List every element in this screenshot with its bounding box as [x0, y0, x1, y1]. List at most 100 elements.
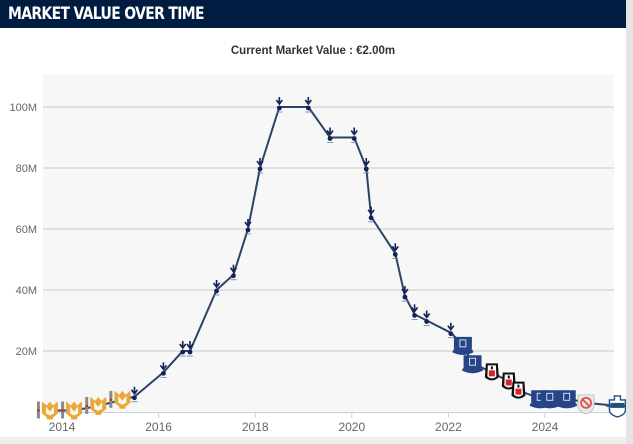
spurs-crest-marker	[179, 341, 187, 357]
crest-wreath-icon	[556, 402, 578, 409]
x-tick-label: 2024	[532, 420, 559, 434]
ball-icon	[276, 105, 282, 111]
ball-icon	[257, 166, 263, 172]
crest-flag-icon	[505, 379, 512, 386]
spurs-crest-marker	[362, 158, 370, 174]
x-tick-label: 2018	[242, 420, 269, 434]
cockerel-icon	[244, 219, 252, 228]
ball-icon	[161, 370, 166, 376]
plot-background	[43, 74, 614, 412]
crest-stripe-icon	[507, 375, 510, 379]
ball-icon	[305, 105, 311, 111]
x-tick-label: 2020	[338, 420, 365, 434]
mk_dons-crest-marker	[109, 390, 131, 409]
everton-crest-marker	[452, 336, 474, 355]
crest-wreath-icon	[461, 367, 484, 374]
mk-dons-crest-icon	[90, 396, 107, 415]
cockerel-icon	[229, 264, 238, 274]
cockerel-icon	[326, 127, 334, 136]
page-scrollbar[interactable]	[626, 0, 633, 444]
prohibited-icon	[580, 396, 592, 409]
mk_dons-crest-marker	[61, 401, 83, 420]
cockerel-icon	[423, 310, 431, 319]
everton-crest-icon	[557, 390, 576, 409]
cockerel-icon	[179, 341, 187, 350]
ball-icon	[327, 136, 333, 141]
spurs-crest-marker	[350, 127, 358, 143]
spurs-crest-marker	[391, 243, 399, 259]
ball-icon	[363, 166, 369, 172]
cockerel-icon	[130, 386, 139, 396]
crest-banner-icon	[610, 402, 625, 408]
crest-inner-icon	[45, 406, 54, 416]
spurs-crest-marker	[186, 341, 194, 357]
everton-crest-icon	[453, 336, 472, 355]
cockerel-icon	[362, 158, 370, 167]
ball-icon	[402, 294, 408, 300]
spurs-crest-marker	[447, 322, 455, 339]
cockerel-icon	[410, 304, 419, 313]
ball-icon	[412, 313, 417, 318]
mk_dons-crest-marker	[85, 396, 107, 415]
cockerel-icon	[186, 341, 194, 350]
mk-dons-crest-icon	[114, 390, 131, 409]
x-axis: 2014 2016 2018 2020 2022 2024	[43, 412, 614, 434]
cockerel-icon	[391, 243, 399, 252]
cockerel-icon	[256, 158, 264, 167]
sponsor-dot-icon	[109, 398, 113, 402]
prohibited-slash-icon	[581, 398, 591, 407]
cockerel-icon	[350, 127, 358, 136]
x-tick-label: 2014	[49, 420, 76, 434]
crest-inner-icon	[118, 395, 127, 405]
crest-stripe-icon	[490, 366, 493, 370]
cockerel-icon	[212, 280, 221, 289]
spurs-crest-marker	[410, 304, 419, 320]
ball-icon	[187, 349, 193, 355]
section-title: MARKET VALUE OVER TIME	[8, 4, 204, 24]
spurs-crest-marker	[423, 310, 431, 326]
mk_dons-crest-marker	[36, 401, 58, 420]
crest-inner-icon	[94, 401, 103, 411]
everton-crest-icon	[463, 355, 482, 374]
market-value-chart: 2014 2016 2018 2020 2022 2024 20M 40M 60M 80M 100…	[9, 74, 626, 434]
y-tick-label: 20M	[16, 346, 37, 358]
spurs-crest-marker	[275, 97, 283, 113]
spurs-crest-marker	[212, 280, 221, 296]
mk-dons-crest-icon	[66, 401, 83, 420]
section-header: MARKET VALUE OVER TIME	[0, 0, 626, 28]
mk-dons-crest-icon	[41, 401, 58, 420]
spurs-crest-marker	[367, 206, 375, 223]
y-tick-label: 60M	[16, 224, 37, 236]
crest-flag-icon	[515, 388, 522, 395]
sponsor-dot-icon	[61, 409, 64, 412]
tower-icon	[563, 392, 571, 401]
crest-wreath-icon	[452, 349, 474, 355]
sponsor-dot-icon	[85, 404, 89, 408]
x-tick-label: 2022	[435, 420, 462, 434]
grid-lines	[43, 106, 614, 352]
sponsor-dot-icon	[37, 409, 40, 412]
besiktas-crest-marker	[484, 363, 499, 381]
crest-flag-icon	[488, 370, 495, 377]
spurs-crest-marker	[159, 362, 168, 378]
como-crest-marker	[606, 395, 626, 418]
everton-crest-icon	[540, 390, 559, 409]
tower-icon	[459, 339, 467, 348]
ball-icon	[180, 349, 186, 355]
everton-crest-marker	[461, 355, 484, 374]
ball-icon	[231, 273, 236, 279]
ball-icon	[368, 215, 374, 221]
cockerel-icon	[275, 97, 283, 106]
ball-icon	[424, 319, 430, 324]
ball-icon	[245, 227, 251, 233]
club-markers	[36, 97, 626, 420]
tower-icon	[469, 357, 476, 366]
spurs-crest-marker	[401, 286, 409, 302]
cockerel-icon	[401, 286, 409, 295]
cockerel-icon	[367, 206, 375, 216]
ball-icon	[132, 395, 137, 401]
spurs-crest-marker	[256, 158, 264, 174]
tower-icon	[546, 392, 554, 401]
crest-inner-icon	[70, 406, 79, 416]
besiktas-crest-marker	[511, 381, 526, 399]
